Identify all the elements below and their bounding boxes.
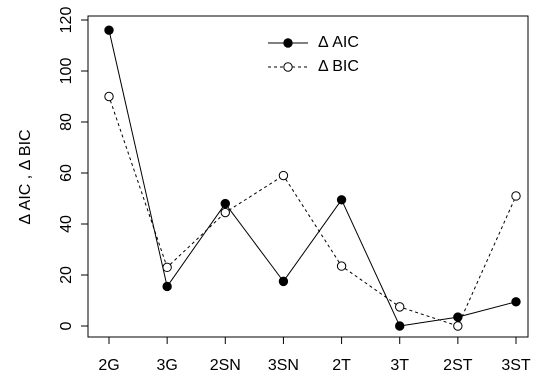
y-tick-label: 40: [58, 215, 75, 233]
series-line-segment: [285, 202, 340, 279]
data-point: [336, 195, 347, 205]
series-line-segment: [227, 206, 282, 279]
x-tick-label: 2G: [98, 357, 119, 374]
data-point: [511, 191, 521, 201]
series-line-segment: [109, 100, 167, 264]
x-tick-label: 2SN: [210, 357, 241, 374]
x-tick-label: 3SN: [268, 357, 299, 374]
series-layer: [104, 25, 521, 331]
data-point: [336, 261, 347, 271]
series-line-segment: [461, 302, 513, 317]
legend-label: Δ BIC: [318, 58, 359, 75]
data-point: [162, 281, 172, 292]
x-tick-label: 2T: [332, 357, 351, 374]
legend-marker: [283, 38, 293, 48]
plot-frame: [87, 15, 529, 338]
series-delta-aic: [104, 25, 521, 331]
x-tick-label: 3ST: [501, 357, 531, 374]
x-tick-label: 2ST: [443, 357, 473, 374]
series-line-segment: [285, 178, 340, 263]
data-point: [395, 321, 405, 331]
legend-label: Δ AIC: [318, 34, 359, 51]
y-tick-label: 80: [58, 113, 75, 131]
y-axis-label: Δ AIC , Δ BIC: [17, 129, 34, 224]
series-line-segment: [459, 199, 515, 323]
legend-marker: [283, 62, 293, 72]
series-line-segment: [228, 177, 281, 211]
series-line-segment: [342, 203, 399, 323]
y-tick-label: 20: [58, 266, 75, 284]
y-tick-label: 60: [58, 164, 75, 182]
data-point: [453, 321, 463, 331]
data-point: [104, 25, 114, 35]
data-point: [220, 198, 230, 209]
data-point: [162, 262, 172, 273]
y-tick-label: 0: [58, 321, 75, 330]
series-line-segment: [403, 317, 454, 326]
series-line-segment: [109, 34, 167, 283]
series-line-segment: [403, 307, 455, 326]
series-delta-bic: [104, 91, 521, 331]
data-point: [278, 276, 289, 287]
data-point: [278, 170, 289, 181]
data-point: [453, 312, 463, 322]
x-tick-label: 3T: [390, 357, 409, 374]
x-axis: 2G 3G 2SN 3SN 2T 3T 2ST 3ST: [98, 337, 531, 374]
series-line-segment: [169, 206, 224, 284]
y-tick-label: 120: [58, 7, 75, 34]
data-point: [220, 207, 230, 218]
series-line-segment: [169, 215, 223, 265]
y-axis: 0 20 40 60 80 100 120: [58, 7, 89, 330]
series-line-segment: [344, 268, 397, 305]
data-point: [104, 91, 114, 102]
data-point: [395, 302, 405, 312]
data-point: [511, 297, 521, 307]
x-tick-label: 3G: [156, 357, 177, 374]
legend: Δ AIC Δ BIC: [268, 34, 359, 75]
y-tick-label: 100: [58, 58, 75, 85]
